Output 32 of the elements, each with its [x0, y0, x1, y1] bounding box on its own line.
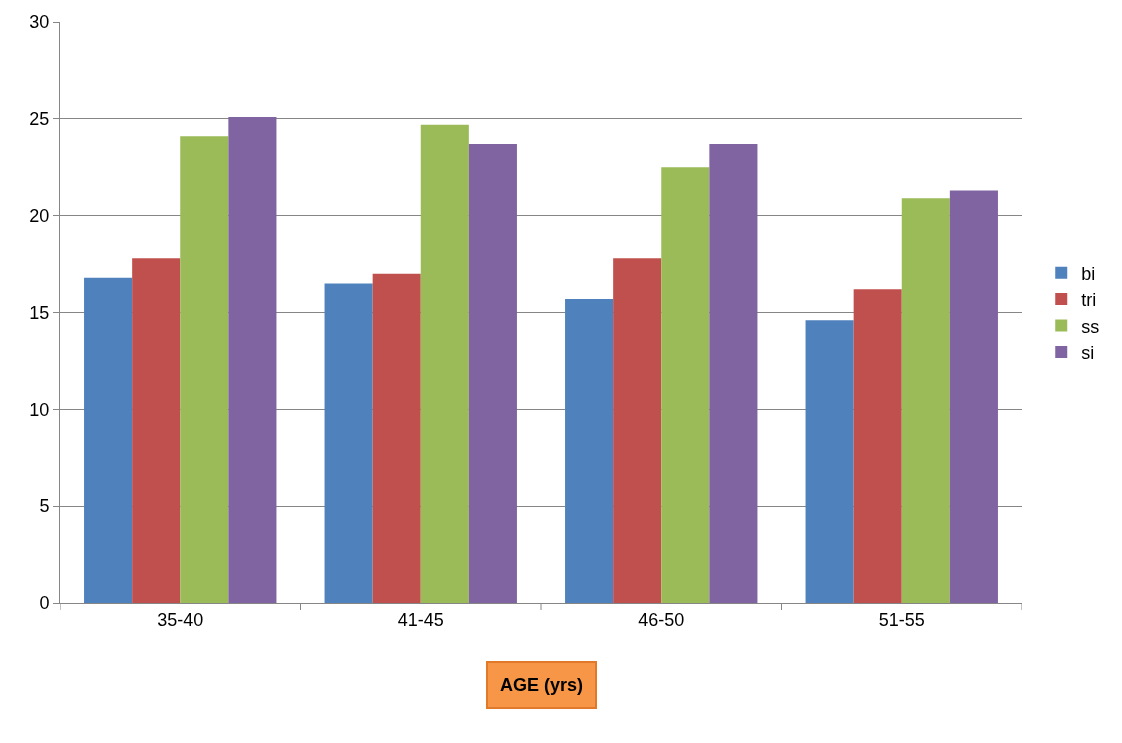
bar	[132, 258, 181, 603]
legend-label: tri	[1081, 290, 1097, 311]
bar	[853, 289, 902, 603]
y-tick-label: 0	[39, 593, 50, 614]
x-axis-title: AGE (yrs)	[500, 675, 584, 695]
bar	[709, 144, 758, 603]
x-tick-label: 41-45	[397, 609, 444, 630]
y-tick-label: 30	[29, 12, 50, 33]
y-tick-label: 20	[29, 205, 50, 226]
x-tick-label: 51-55	[878, 609, 925, 630]
legend-label: ss	[1081, 316, 1100, 337]
bar	[565, 298, 614, 603]
bar	[324, 283, 373, 603]
bar	[180, 136, 229, 603]
x-tick-label: 46-50	[638, 609, 685, 630]
bar	[372, 273, 421, 603]
bar	[661, 167, 710, 603]
bar	[420, 124, 469, 603]
bar	[228, 116, 277, 603]
bar	[949, 190, 998, 603]
x-tick-label: 35-40	[157, 609, 204, 630]
bar	[805, 320, 854, 603]
legend-label: bi	[1081, 263, 1096, 284]
bar	[468, 144, 517, 603]
bar	[84, 277, 133, 603]
y-tick-label: 5	[39, 496, 50, 517]
y-tick-label: 15	[29, 302, 50, 323]
bar	[613, 258, 662, 603]
bar	[901, 198, 950, 603]
y-tick-label: 10	[29, 399, 50, 420]
y-tick-label: 25	[29, 109, 50, 130]
legend-label: si	[1081, 342, 1095, 363]
